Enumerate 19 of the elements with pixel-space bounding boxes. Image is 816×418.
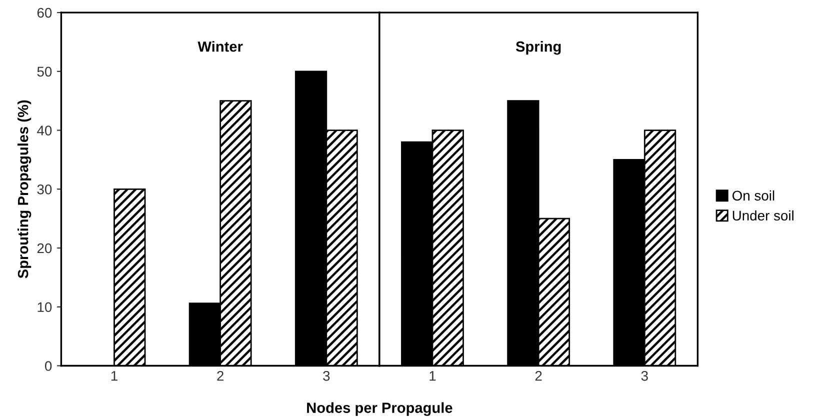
- x-tick-label: 2: [535, 370, 542, 381]
- legend-label: On soil: [732, 190, 774, 201]
- y-axis-title: Sprouting Propagules (%): [18, 100, 32, 278]
- x-tick-label: 3: [323, 370, 330, 381]
- y-tick-label: 0: [44, 361, 52, 371]
- y-tick-label: 50: [37, 66, 52, 77]
- x-tick-label: 1: [111, 371, 118, 381]
- x-axis-title: Nodes per Propagule: [307, 402, 452, 416]
- legend-label: Under soil: [732, 210, 794, 221]
- y-tick-label: 10: [38, 302, 52, 312]
- y-tick-label: 20: [37, 243, 52, 254]
- text: Spring: [516, 41, 561, 55]
- text: Winter: [198, 41, 243, 52]
- y-tick-label: 60: [37, 8, 52, 18]
- x-tick-label: 1: [430, 371, 436, 381]
- y-tick-label: 40: [37, 126, 52, 136]
- y-tick-label: 30: [37, 184, 52, 194]
- x-tick-label: 3: [641, 370, 648, 381]
- x-tick-label: 2: [217, 370, 224, 381]
